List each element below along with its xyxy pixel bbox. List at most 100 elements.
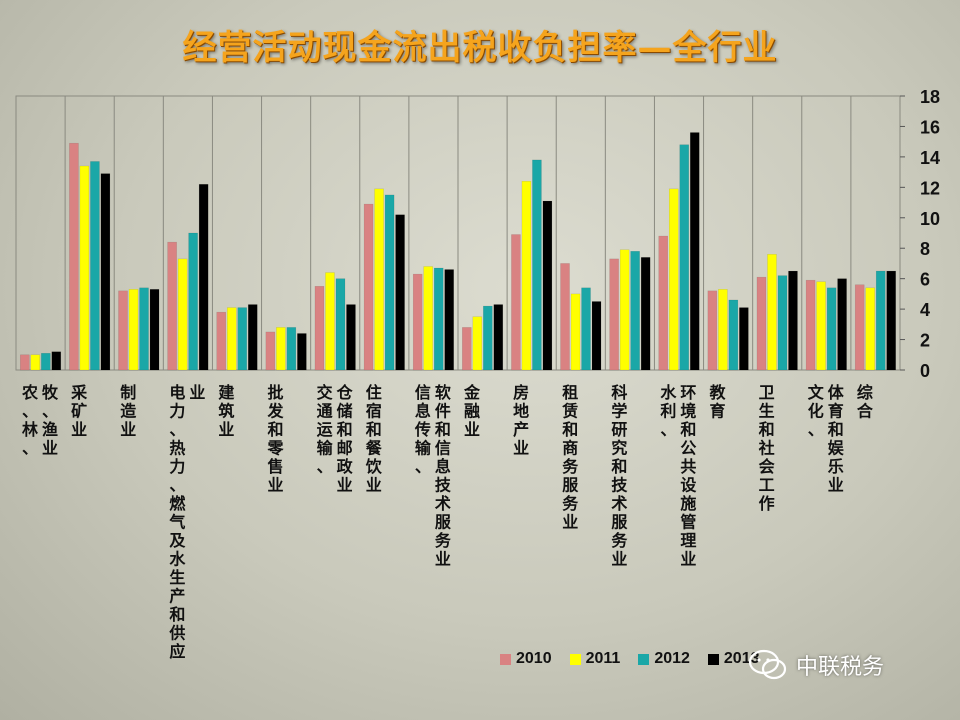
bar-2012 bbox=[483, 305, 493, 371]
bar-2010 bbox=[69, 142, 79, 371]
x-category-label: 教育 bbox=[710, 383, 727, 421]
bar-2010 bbox=[658, 235, 668, 371]
bar-2013 bbox=[739, 307, 749, 371]
bar-2010 bbox=[805, 279, 816, 371]
watermark: 中联税务 bbox=[748, 648, 884, 682]
x-category-label: 体育和娱乐业 bbox=[828, 383, 845, 495]
bar-2013 bbox=[837, 278, 847, 371]
y-tick-label: 2 bbox=[920, 331, 930, 351]
x-category-label: 制造业 bbox=[120, 383, 137, 439]
bar-2013 bbox=[444, 269, 454, 371]
legend-label: 2010 bbox=[516, 650, 552, 667]
bar-2012 bbox=[630, 251, 640, 371]
bar-2010 bbox=[265, 331, 276, 371]
bar-2010 bbox=[412, 273, 423, 371]
bar-2011 bbox=[718, 289, 728, 371]
x-category-label: 文化、 bbox=[808, 383, 825, 439]
bar-2013 bbox=[395, 214, 405, 371]
bar-2012 bbox=[237, 307, 247, 371]
x-category-label: 综合 bbox=[857, 383, 874, 421]
bar-2010 bbox=[560, 263, 570, 371]
bar-2010 bbox=[854, 284, 865, 371]
legend-item: 2012 bbox=[638, 650, 690, 668]
y-tick-label: 18 bbox=[920, 87, 940, 107]
x-category-label: 房地产业 bbox=[513, 383, 529, 458]
bar-2013 bbox=[248, 304, 258, 371]
y-tick-label: 16 bbox=[920, 117, 940, 137]
bar-2013 bbox=[886, 270, 896, 371]
y-tick-label: 8 bbox=[920, 239, 930, 259]
bar-2011 bbox=[177, 258, 188, 371]
y-tick-label: 4 bbox=[920, 300, 930, 320]
bar-2011 bbox=[619, 249, 630, 371]
bar-2012 bbox=[188, 232, 198, 371]
x-category-label: 信息传输、 bbox=[414, 383, 432, 476]
bar-2011 bbox=[325, 272, 335, 371]
bar-2012 bbox=[826, 287, 837, 371]
x-category-label: 卫生和社会工作 bbox=[758, 383, 775, 513]
bar-2010 bbox=[511, 234, 521, 371]
x-category-label: 仓储和邮政业 bbox=[336, 383, 354, 495]
bar-2011 bbox=[79, 165, 90, 371]
bar-2011 bbox=[30, 354, 41, 371]
bar-2012 bbox=[433, 267, 444, 371]
bar-2011 bbox=[816, 281, 826, 371]
y-tick-label: 0 bbox=[920, 361, 930, 381]
chart-legend: 2010 2011 2012 2013 bbox=[500, 650, 760, 668]
bar-2012 bbox=[875, 270, 886, 371]
bar-2011 bbox=[865, 287, 875, 371]
bar-2010 bbox=[707, 290, 718, 371]
chart-title: 经营活动现金流出税收负担率—全行业 bbox=[182, 28, 778, 68]
x-category-label: 水利、 bbox=[660, 383, 677, 439]
bar-2010 bbox=[20, 354, 30, 371]
bar-2012 bbox=[139, 287, 149, 371]
x-category-label: 业 bbox=[189, 383, 205, 402]
y-tick-label: 10 bbox=[920, 209, 940, 229]
x-category-label: 采矿业 bbox=[70, 383, 87, 439]
bar-2010 bbox=[756, 276, 767, 371]
bar-2013 bbox=[788, 270, 798, 371]
bar-2011 bbox=[570, 293, 581, 371]
bar-2011 bbox=[276, 327, 286, 371]
legend-item: 2010 bbox=[500, 650, 552, 668]
legend-item: 2011 bbox=[569, 650, 621, 668]
bar-2012 bbox=[581, 287, 591, 371]
bar-2012 bbox=[41, 353, 51, 371]
bar-2010 bbox=[118, 290, 128, 371]
watermark-text: 中联税务 bbox=[796, 655, 885, 680]
legend-swatch bbox=[500, 653, 511, 665]
bar-2013 bbox=[640, 257, 651, 371]
x-category-label: 建筑业 bbox=[218, 383, 234, 439]
y-tick-label: 12 bbox=[920, 178, 940, 198]
bar-2013 bbox=[690, 132, 700, 371]
legend-swatch bbox=[707, 653, 719, 665]
bar-2013 bbox=[542, 200, 553, 371]
y-tick-label: 6 bbox=[920, 270, 930, 290]
x-category-label: 软件和信息技术服务业 bbox=[434, 383, 452, 569]
bar-2012 bbox=[679, 144, 689, 371]
x-category-label: 牧、渔业 bbox=[42, 383, 59, 458]
bar-2013 bbox=[100, 173, 111, 371]
bar-2011 bbox=[374, 188, 384, 371]
y-tick-label: 14 bbox=[920, 148, 940, 168]
x-category-label: 交通运输、 bbox=[317, 383, 334, 476]
bar-2013 bbox=[591, 301, 602, 371]
bar-2013 bbox=[51, 351, 62, 371]
bar-2010 bbox=[462, 327, 472, 371]
bar-2013 bbox=[297, 333, 307, 371]
x-category-label: 环境和公共设施管理业 bbox=[680, 383, 697, 569]
x-category-label: 科学研究和技术服务业 bbox=[610, 383, 628, 569]
bar-2011 bbox=[423, 266, 433, 371]
bar-2012 bbox=[532, 159, 542, 371]
bar-2012 bbox=[384, 194, 395, 371]
bar-2013 bbox=[149, 289, 160, 371]
x-category-label: 租赁和商务服务业 bbox=[561, 383, 579, 532]
bar-2012 bbox=[777, 275, 788, 371]
bar-2012 bbox=[286, 327, 297, 371]
x-category-label: 住宿和餐饮业 bbox=[365, 383, 383, 495]
bar-2011 bbox=[767, 254, 777, 371]
bar-2010 bbox=[167, 241, 177, 371]
bar-2011 bbox=[128, 289, 139, 371]
legend-label: 2011 bbox=[585, 650, 621, 667]
